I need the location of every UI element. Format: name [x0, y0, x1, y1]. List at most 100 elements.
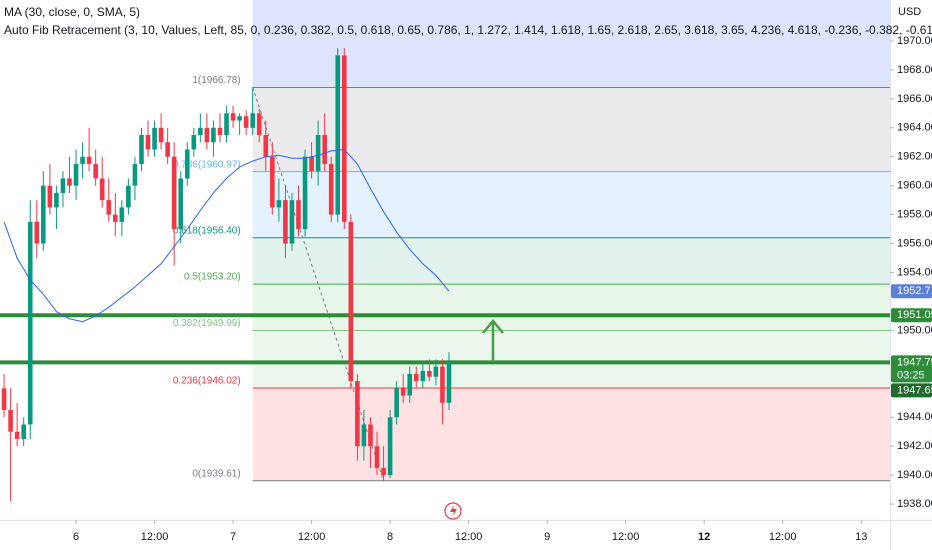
fib-label: 0.5(1953.20): [184, 272, 241, 283]
y-tick-label: 1962.00: [897, 151, 932, 163]
candle-body: [387, 417, 393, 476]
arrow-up: [482, 319, 504, 362]
candle-body: [309, 156, 314, 172]
candle-body: [47, 185, 53, 208]
event-bolt: [450, 505, 457, 517]
candle-body: [145, 135, 151, 150]
candle-body: [54, 192, 59, 208]
candle-body: [119, 207, 125, 222]
y-tick-label: 1960.00: [897, 180, 932, 192]
candle-body: [80, 156, 85, 164]
candle-body: [368, 424, 373, 447]
candle-body: [198, 127, 203, 136]
candle-body: [60, 178, 66, 193]
y-tick-label: 1950.00: [897, 324, 932, 336]
candle-body: [158, 127, 164, 143]
candle-body: [335, 55, 341, 215]
candle-body: [250, 113, 255, 128]
x-tick-label: 12:00: [769, 531, 797, 543]
x-tick-label: 12:00: [455, 531, 483, 543]
candle-body: [211, 127, 216, 143]
y-tick-label: 1938.00: [897, 498, 932, 510]
candle-body: [296, 200, 301, 230]
candle-body: [263, 135, 269, 157]
x-tick-label: 9: [544, 531, 550, 543]
fib-label: 0.236(1946.02): [173, 376, 241, 387]
candle-body: [184, 149, 190, 179]
fib-zone: [252, 87, 890, 172]
candle-body: [112, 214, 118, 222]
candle-body: [420, 370, 426, 382]
candle-body: [394, 388, 399, 418]
y-tick-label: 1944.00: [897, 411, 932, 423]
x-tick-label: 13: [855, 531, 867, 543]
plot: [0, 48, 890, 502]
fib-label: 0.618(1956.40): [173, 225, 241, 236]
fib-zone: [252, 237, 890, 285]
ma-line: [3, 148, 450, 323]
fib-zone: 1(1966.78) 0.786(1960.97) 0.618(1956.40) 0.…: [173, 0, 890, 482]
candle-body: [243, 116, 249, 128]
x-tick-label: 12:00: [612, 531, 640, 543]
candle-body: [99, 178, 105, 201]
candle-body: [400, 388, 406, 396]
y-tick-label: 1968.00: [897, 64, 932, 76]
candle-body: [27, 221, 33, 425]
y-tick-label: 1942.00: [897, 440, 932, 452]
candle-body: [328, 163, 334, 215]
countdown: 03:25: [897, 369, 925, 381]
candle-body: [14, 431, 20, 439]
candle-body: [1, 388, 7, 411]
candle-body: [237, 116, 242, 121]
x-tick-label: 12:00: [298, 531, 326, 543]
y-tick-label: 1956.00: [897, 237, 932, 249]
candle-body: [283, 200, 288, 244]
candle-body: [178, 178, 184, 230]
fib-top-zone: [252, 0, 890, 88]
candle-body: [302, 156, 308, 230]
candle-body: [86, 156, 92, 164]
candle-body: [413, 373, 419, 382]
candle-body: [204, 127, 210, 143]
candle-body: [433, 366, 439, 377]
x-tick-label: 12: [698, 531, 710, 543]
candle-body: [165, 142, 170, 157]
y-tick-label: 1954.00: [897, 266, 932, 278]
candle-body: [8, 410, 13, 432]
candle-body: [276, 200, 282, 208]
fib-zone: [252, 171, 890, 238]
candle-body: [217, 127, 223, 136]
candle-body: [67, 178, 72, 186]
fib-label: 0(1939.61): [192, 468, 240, 479]
candle-body: [126, 185, 131, 208]
x-tick-label: 12:00: [141, 531, 169, 543]
x-tick-label: 6: [73, 531, 79, 543]
fib-label: 0.786(1960.97): [173, 159, 241, 170]
candle-body: [93, 163, 98, 179]
fib-zone: [252, 388, 890, 481]
candle-body: [270, 156, 275, 208]
y-tick-label: 1966.00: [897, 93, 932, 105]
fib-label: 1(1966.78): [192, 75, 240, 86]
candle-body: [132, 163, 138, 186]
candle-body: [73, 163, 79, 186]
candle-body: [322, 135, 327, 164]
candle-body: [342, 55, 347, 222]
candle-body: [374, 446, 380, 468]
candle-body: [407, 373, 413, 396]
candle-body: [348, 221, 354, 382]
candle-body: [355, 381, 360, 447]
candle-body: [139, 135, 144, 164]
legend-fib: Auto Fib Retracement (3, 10, Values, Lef…: [4, 23, 932, 37]
x-tick-label: 8: [387, 531, 393, 543]
last-price-tag-bg: [891, 355, 932, 383]
candle-body: [152, 127, 157, 150]
bid-tag: 1947.65: [897, 384, 932, 396]
currency: USD: [898, 6, 921, 18]
y-tick-label: 1958.00: [897, 209, 932, 221]
candle-body: [224, 113, 229, 136]
candle-body: [41, 185, 46, 244]
fib-zone: [252, 330, 890, 389]
candle-body: [361, 424, 367, 447]
